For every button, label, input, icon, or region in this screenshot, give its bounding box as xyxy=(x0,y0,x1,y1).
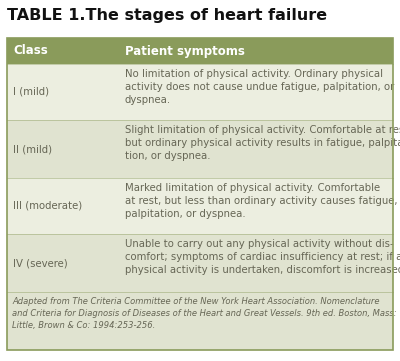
Bar xyxy=(7,38,393,350)
Bar xyxy=(7,292,393,350)
Text: Marked limitation of physical activity. Comfortable
at rest, but less than ordin: Marked limitation of physical activity. … xyxy=(125,183,398,219)
Text: TABLE 1.The stages of heart failure: TABLE 1.The stages of heart failure xyxy=(7,8,327,23)
Bar xyxy=(7,178,393,234)
Bar xyxy=(7,234,393,292)
Text: I (mild): I (mild) xyxy=(13,87,49,97)
Bar xyxy=(7,38,393,64)
Bar xyxy=(7,64,393,120)
Text: No limitation of physical activity. Ordinary physical
activity does not cause un: No limitation of physical activity. Ordi… xyxy=(125,69,394,105)
Text: III (moderate): III (moderate) xyxy=(13,201,82,211)
Text: Patient symptoms: Patient symptoms xyxy=(125,44,245,57)
Text: Adapted from The Criteria Committee of the New York Heart Association. Nomenclat: Adapted from The Criteria Committee of t… xyxy=(12,297,397,330)
Text: Class: Class xyxy=(13,44,48,57)
Text: Unable to carry out any physical activity without dis-
comfort; symptoms of card: Unable to carry out any physical activit… xyxy=(125,239,400,275)
Text: IV (severe): IV (severe) xyxy=(13,258,68,268)
Text: Slight limitation of physical activity. Comfortable at rest,
but ordinary physic: Slight limitation of physical activity. … xyxy=(125,125,400,161)
Text: II (mild): II (mild) xyxy=(13,144,52,154)
Bar xyxy=(7,120,393,178)
